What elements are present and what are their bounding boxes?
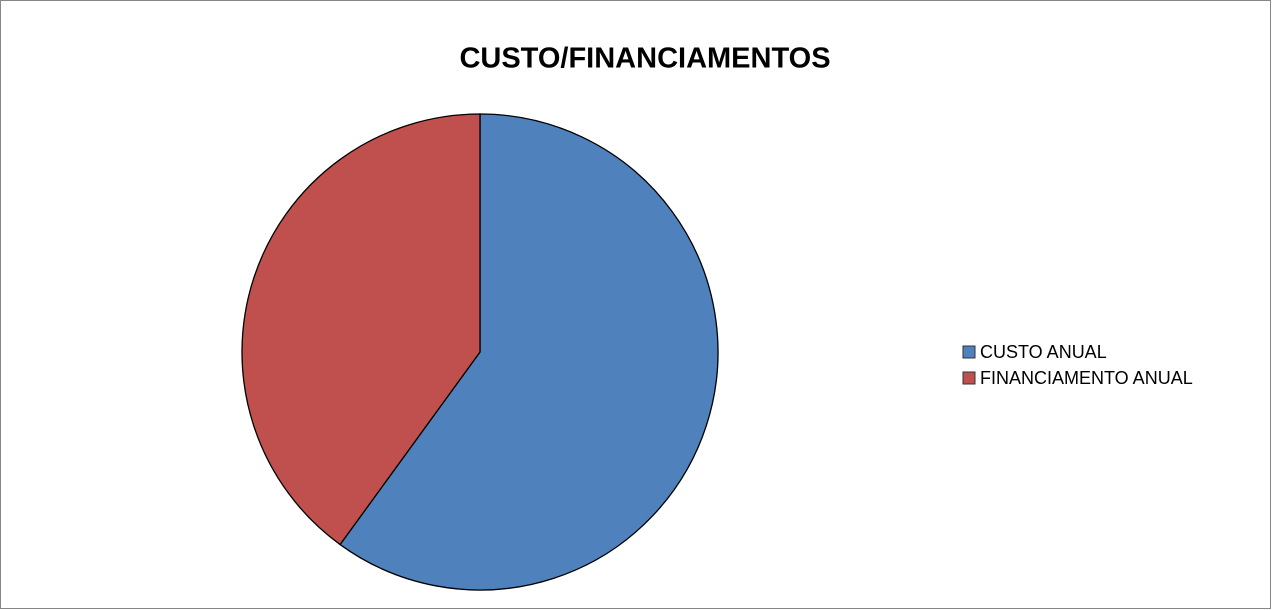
chart-title: CUSTO/FINANCIAMENTOS — [459, 43, 830, 75]
legend-label: FINANCIAMENTO ANUAL — [980, 368, 1193, 388]
legend-label: CUSTO ANUAL — [980, 342, 1107, 362]
legend-swatch — [962, 371, 976, 385]
pie-slice — [339, 113, 719, 591]
legend-swatch — [962, 345, 976, 359]
pie-slice — [241, 113, 481, 546]
